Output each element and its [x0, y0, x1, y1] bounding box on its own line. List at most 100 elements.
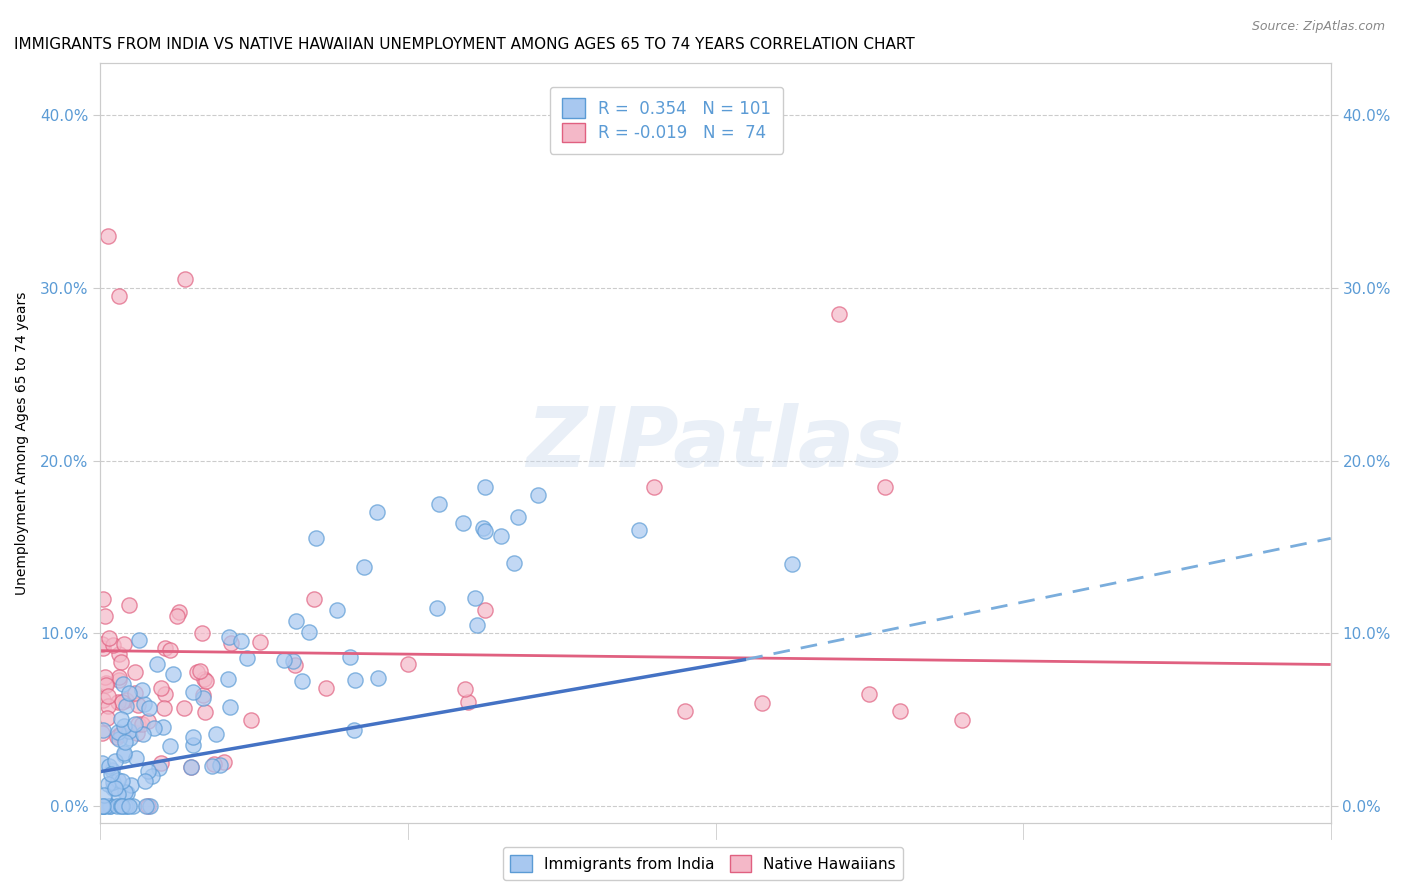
Point: [120, 731, 142, 745]
Point: [315, 681, 337, 695]
Point: [135, 799, 157, 814]
Point: [125, 726, 148, 740]
Point: [464, 591, 486, 605]
Point: [643, 479, 665, 493]
Point: [110, 727, 132, 741]
Point: [104, 781, 127, 796]
Point: [114, 785, 136, 799]
Point: [159, 642, 181, 657]
Point: [138, 799, 160, 814]
Point: [508, 510, 530, 524]
Point: [111, 774, 134, 789]
Point: [229, 633, 252, 648]
Point: [101, 775, 124, 789]
Text: ZIPatlas: ZIPatlas: [527, 403, 904, 483]
Point: [474, 524, 496, 538]
Point: [889, 704, 911, 718]
Point: [159, 739, 181, 754]
Point: [474, 603, 496, 617]
Point: [91, 693, 114, 707]
Point: [950, 713, 973, 727]
Point: [91, 799, 114, 814]
Point: [145, 657, 167, 672]
Point: [94, 608, 117, 623]
Point: [284, 658, 307, 673]
Point: [93, 723, 115, 738]
Point: [873, 479, 896, 493]
Point: [134, 774, 156, 789]
Point: [97, 689, 120, 703]
Point: [114, 693, 136, 707]
Point: [124, 686, 146, 700]
Point: [104, 754, 127, 768]
Point: [94, 670, 117, 684]
Point: [138, 701, 160, 715]
Point: [91, 799, 114, 814]
Text: Source: ZipAtlas.com: Source: ZipAtlas.com: [1251, 20, 1385, 33]
Point: [91, 799, 114, 814]
Point: [305, 532, 328, 546]
Point: [291, 674, 314, 689]
Point: [110, 712, 132, 726]
Point: [474, 479, 496, 493]
Point: [136, 764, 159, 778]
Point: [180, 760, 202, 774]
Point: [136, 714, 159, 728]
Point: [110, 799, 132, 814]
Text: IMMIGRANTS FROM INDIA VS NATIVE HAWAIIAN UNEMPLOYMENT AMONG AGES 65 TO 74 YEARS : IMMIGRANTS FROM INDIA VS NATIVE HAWAIIAN…: [14, 37, 915, 53]
Point: [115, 786, 138, 800]
Point: [426, 601, 449, 615]
Point: [98, 799, 121, 814]
Point: [367, 671, 389, 685]
Point: [110, 799, 132, 814]
Point: [108, 670, 131, 684]
Point: [128, 632, 150, 647]
Point: [93, 788, 115, 802]
Point: [236, 651, 259, 665]
Point: [107, 725, 129, 739]
Point: [100, 799, 122, 814]
Point: [181, 730, 204, 744]
Point: [195, 674, 218, 689]
Point: [273, 653, 295, 667]
Point: [217, 673, 239, 687]
Point: [91, 640, 114, 655]
Point: [107, 673, 129, 687]
Point: [201, 759, 224, 773]
Point: [344, 673, 367, 688]
Point: [249, 635, 271, 649]
Point: [97, 631, 120, 645]
Point: [181, 685, 204, 699]
Point: [152, 720, 174, 734]
Point: [111, 677, 134, 691]
Point: [221, 636, 243, 650]
Point: [103, 780, 125, 795]
Point: [353, 560, 375, 574]
Y-axis label: Unemployment Among Ages 65 to 74 years: Unemployment Among Ages 65 to 74 years: [15, 292, 30, 595]
Point: [108, 732, 131, 747]
Point: [751, 696, 773, 710]
Point: [107, 728, 129, 742]
Point: [827, 307, 849, 321]
Point: [94, 799, 117, 814]
Point: [108, 647, 131, 661]
Point: [673, 704, 696, 718]
Point: [114, 799, 136, 814]
Point: [110, 656, 132, 670]
Point: [153, 641, 176, 656]
Point: [454, 682, 477, 697]
Point: [112, 747, 135, 761]
Point: [94, 676, 117, 690]
Point: [101, 764, 124, 778]
Point: [131, 716, 153, 731]
Point: [98, 758, 121, 772]
Point: [457, 695, 479, 709]
Point: [132, 727, 155, 741]
Point: [150, 681, 173, 695]
Point: [134, 698, 156, 712]
Point: [202, 757, 225, 772]
Point: [162, 666, 184, 681]
Point: [118, 686, 141, 700]
Point: [366, 505, 388, 519]
Point: [105, 799, 128, 814]
